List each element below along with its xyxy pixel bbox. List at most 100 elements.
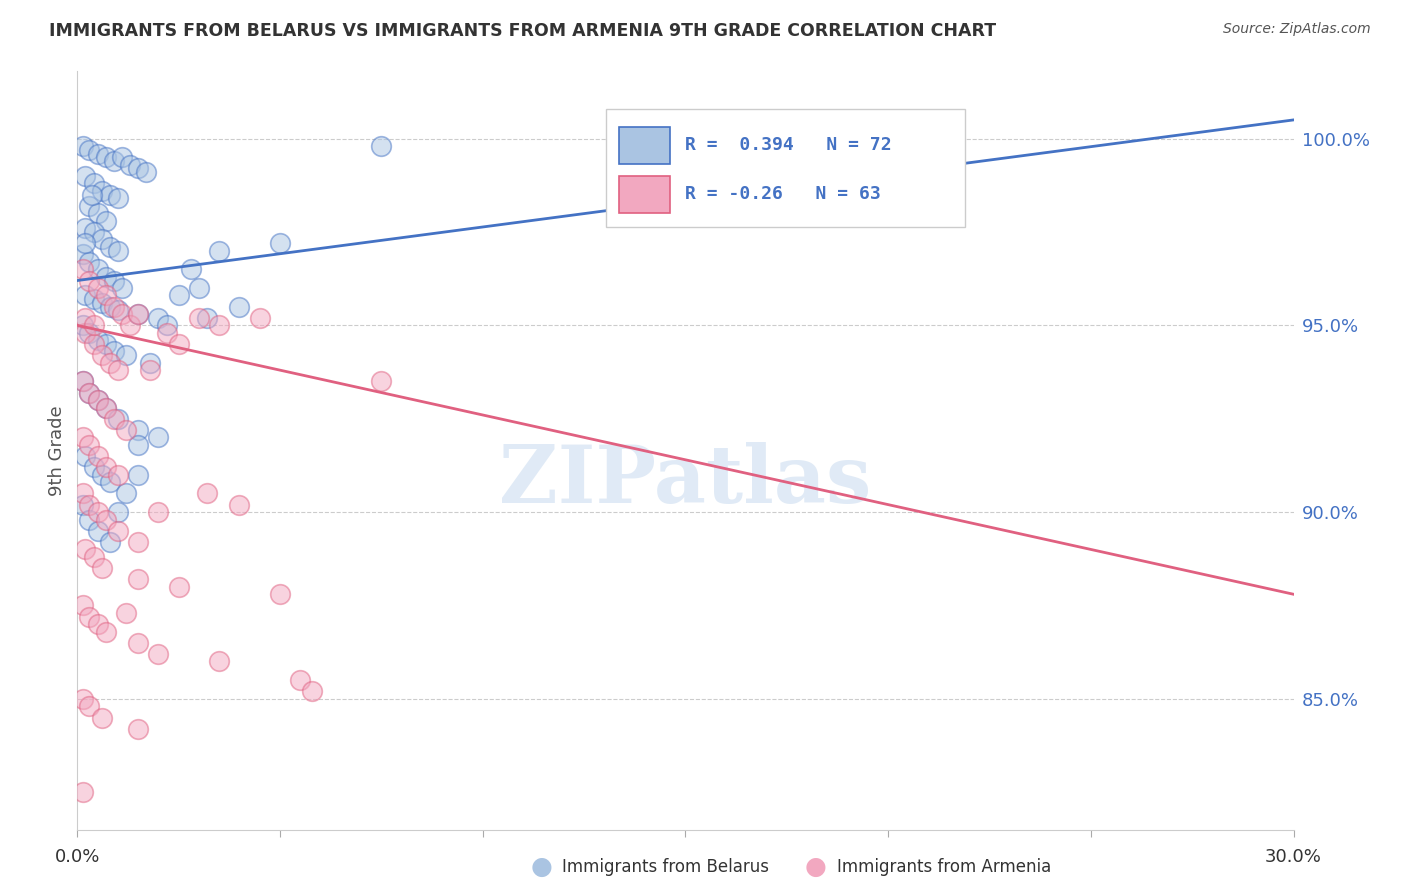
Point	[75, 326, 97, 340]
Point	[167, 337, 190, 351]
Point	[86, 449, 108, 463]
Point	[107, 363, 129, 377]
Point	[72, 139, 94, 153]
Point	[90, 184, 112, 198]
Point	[269, 236, 291, 251]
Point	[139, 363, 162, 377]
Point	[98, 187, 121, 202]
Point	[90, 296, 112, 310]
Point	[148, 310, 170, 325]
Point	[103, 153, 125, 168]
Point	[167, 288, 190, 302]
Y-axis label: 9th Grade: 9th Grade	[48, 405, 66, 496]
Point	[75, 236, 97, 251]
Point	[167, 580, 190, 594]
Point	[83, 225, 105, 239]
Point	[94, 624, 117, 639]
Point	[127, 307, 149, 321]
FancyBboxPatch shape	[619, 127, 669, 164]
Point	[127, 535, 149, 549]
Point	[75, 221, 97, 235]
Point	[188, 281, 211, 295]
Point	[98, 356, 121, 370]
Point	[83, 292, 105, 306]
Point	[72, 318, 94, 333]
Point	[228, 300, 250, 314]
Point	[86, 262, 108, 277]
Point	[127, 423, 149, 437]
Point	[115, 348, 138, 362]
Text: R =  0.394   N = 72: R = 0.394 N = 72	[686, 136, 891, 154]
Point	[107, 505, 129, 519]
Point	[72, 375, 94, 389]
Point	[107, 244, 129, 258]
Point	[115, 423, 138, 437]
Text: ZIPatlas: ZIPatlas	[499, 442, 872, 520]
Point	[290, 673, 312, 688]
Point	[79, 385, 101, 400]
Point	[75, 169, 97, 183]
Point	[83, 549, 105, 564]
Point	[180, 262, 202, 277]
Point	[115, 606, 138, 620]
Point	[195, 310, 218, 325]
Point	[107, 191, 129, 205]
Point	[86, 524, 108, 538]
Point	[188, 310, 211, 325]
Point	[86, 392, 108, 407]
Point	[90, 348, 112, 362]
Point	[127, 572, 149, 586]
Point	[139, 356, 162, 370]
Point	[72, 247, 94, 261]
Point	[94, 337, 117, 351]
Point	[90, 710, 112, 724]
Point	[107, 303, 129, 318]
Point	[90, 561, 112, 575]
Point	[83, 337, 105, 351]
Point	[155, 318, 177, 333]
Point	[75, 288, 97, 302]
Point	[127, 467, 149, 482]
Point	[94, 401, 117, 415]
Point	[72, 599, 94, 613]
Point	[72, 486, 94, 500]
Point	[79, 273, 101, 287]
Point	[228, 498, 250, 512]
Point	[79, 699, 101, 714]
Point	[79, 609, 101, 624]
Point	[79, 512, 101, 526]
Point	[79, 498, 101, 512]
Text: ●: ●	[530, 855, 553, 879]
Point	[103, 344, 125, 359]
Point	[80, 187, 103, 202]
Point	[79, 438, 101, 452]
Point	[86, 617, 108, 632]
Text: IMMIGRANTS FROM BELARUS VS IMMIGRANTS FROM ARMENIA 9TH GRADE CORRELATION CHART: IMMIGRANTS FROM BELARUS VS IMMIGRANTS FR…	[49, 22, 997, 40]
Point	[127, 636, 149, 650]
Point	[79, 199, 101, 213]
Point	[269, 587, 291, 601]
Point	[86, 146, 108, 161]
Point	[72, 691, 94, 706]
Point	[75, 310, 97, 325]
Point	[72, 262, 94, 277]
Point	[83, 177, 105, 191]
Point	[79, 326, 101, 340]
Point	[135, 165, 157, 179]
Point	[115, 486, 138, 500]
Point	[75, 542, 97, 557]
Point	[90, 467, 112, 482]
Point	[79, 385, 101, 400]
FancyBboxPatch shape	[619, 176, 669, 213]
Point	[127, 438, 149, 452]
Point	[118, 158, 141, 172]
Point	[111, 307, 134, 321]
Text: ●: ●	[804, 855, 827, 879]
Point	[72, 430, 94, 444]
Point	[83, 460, 105, 475]
Point	[94, 460, 117, 475]
Point	[103, 411, 125, 425]
Point	[127, 307, 149, 321]
Point	[94, 269, 117, 284]
Point	[86, 281, 108, 295]
